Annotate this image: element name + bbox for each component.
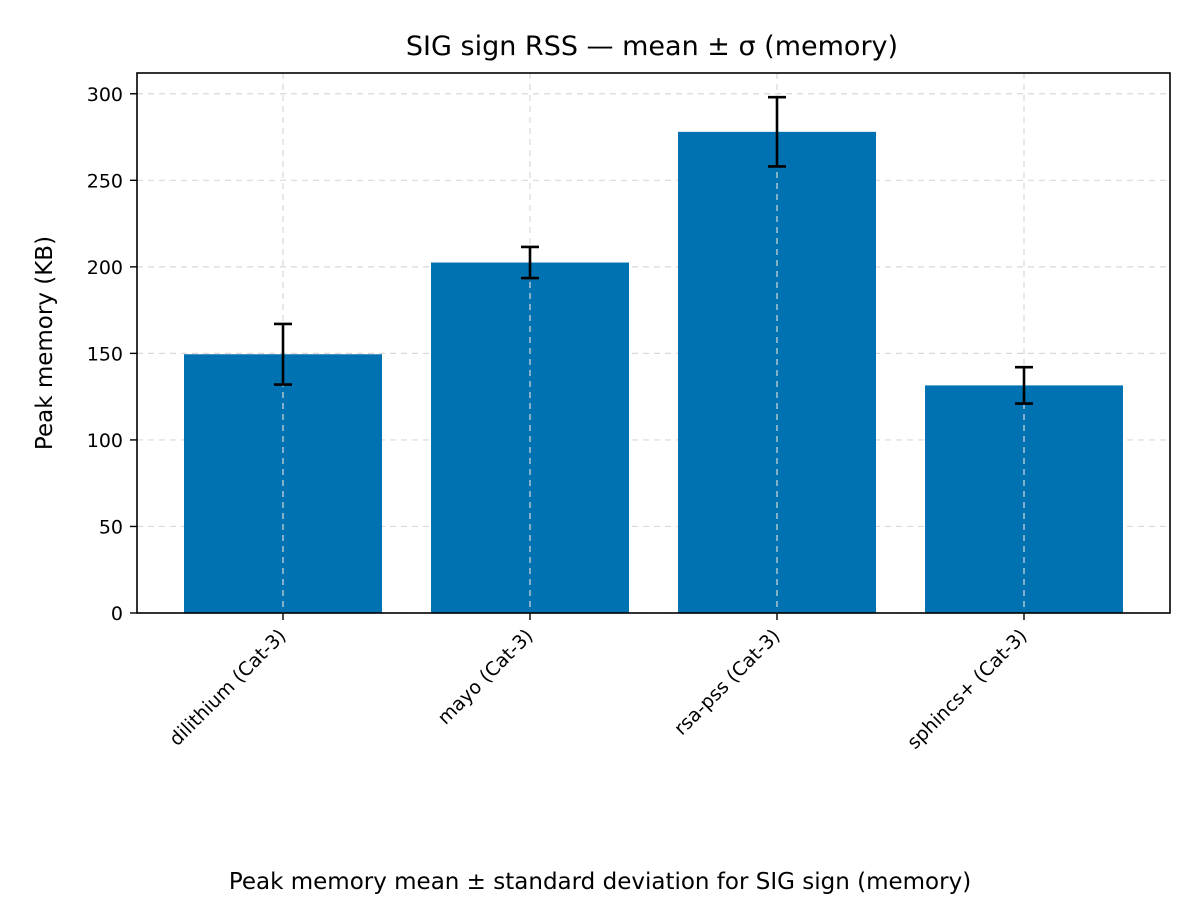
error-bar xyxy=(274,322,292,386)
y-tick-label: 200 xyxy=(87,257,123,279)
y-tick-label: 150 xyxy=(87,343,123,365)
x-tick-label: mayo (Cat-3) xyxy=(433,625,537,729)
bars xyxy=(184,131,1123,613)
error-bar xyxy=(768,95,786,168)
y-axis: 0 50 100 150 200 250 300 xyxy=(87,84,137,625)
x-tick-label: rsa-pss (Cat-3) xyxy=(670,625,785,740)
x-tick-label: sphincs+ (Cat-3) xyxy=(903,625,1032,754)
y-tick-label: 0 xyxy=(111,603,123,625)
y-tick-label: 300 xyxy=(87,84,123,106)
chart-title: SIG sign RSS — mean ± σ (memory) xyxy=(406,31,898,62)
y-axis-label: Peak memory (KB) xyxy=(32,236,58,450)
y-tick-label: 250 xyxy=(87,170,123,192)
error-bar xyxy=(1015,365,1033,405)
plot-frame xyxy=(136,72,1171,614)
y-tick-label: 100 xyxy=(87,430,123,452)
error-bars xyxy=(274,73,1033,613)
x-axis: dilithium (Cat-3) mayo (Cat-3) rsa-pss (Ca… xyxy=(165,613,1032,754)
error-bar xyxy=(521,245,539,280)
x-tick-label: dilithium (Cat-3) xyxy=(165,625,290,750)
y-tick-label: 50 xyxy=(99,516,123,538)
bar xyxy=(925,385,1123,613)
figure-caption: Peak memory mean ± standard deviation fo… xyxy=(229,869,971,895)
